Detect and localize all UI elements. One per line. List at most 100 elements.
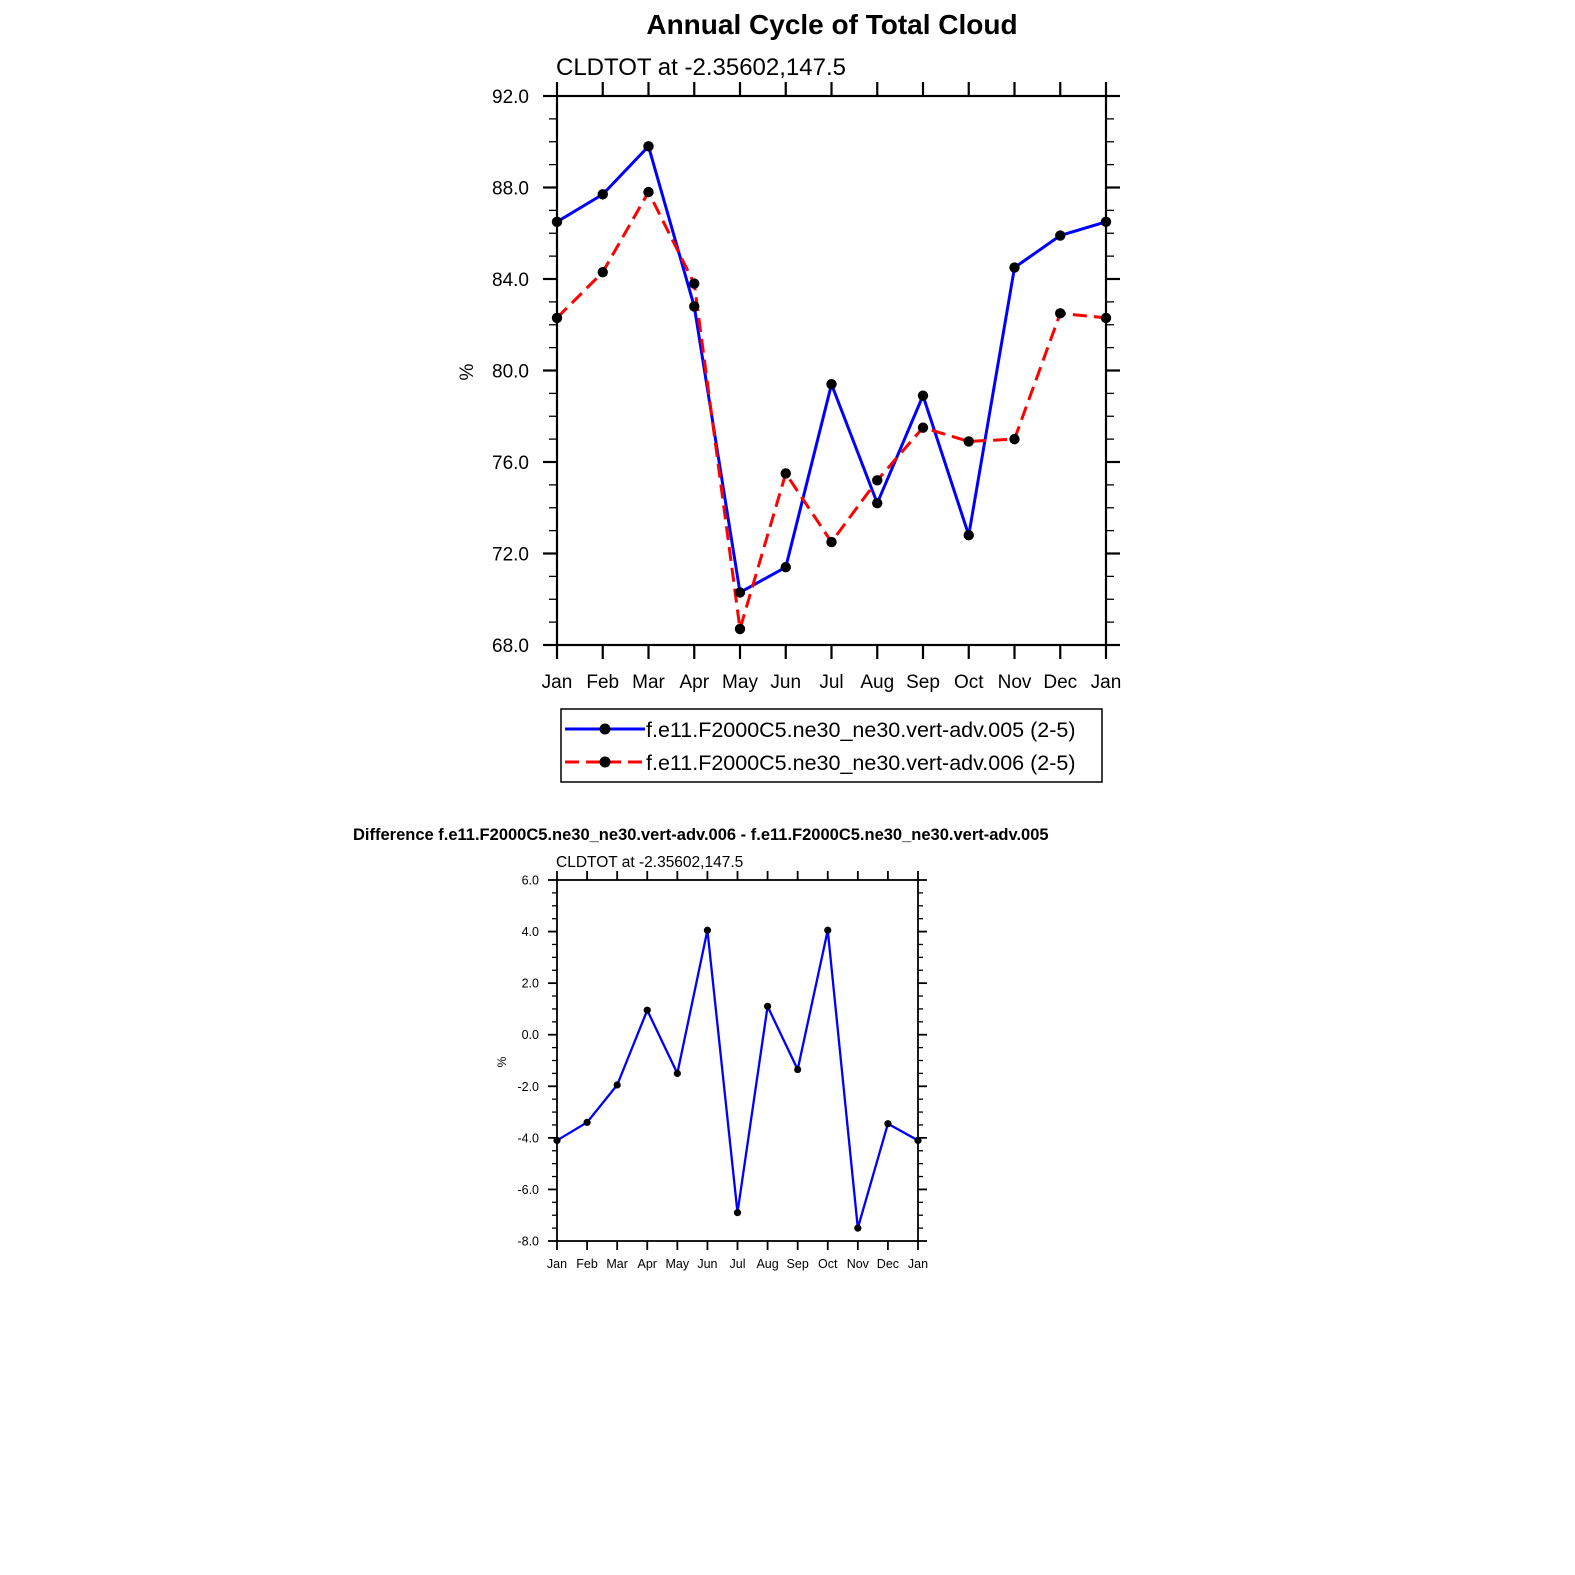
x-tick-label: Apr — [679, 672, 709, 693]
y-tick-label: 80.0 — [492, 362, 529, 383]
x-tick-label: Oct — [818, 1257, 838, 1271]
c2-plot-frame — [556, 879, 919, 1242]
y-tick-label: 92.0 — [492, 87, 529, 108]
series-1-point — [780, 468, 791, 479]
y-tick-label: 68.0 — [492, 636, 529, 657]
series-1-point — [597, 266, 608, 278]
legend-entry-005: f.e11.F2000C5.ne30_ne30.vert-adv.005 (2-… — [565, 718, 1076, 742]
y-tick-label: 84.0 — [492, 270, 529, 291]
series-0-point — [794, 1065, 802, 1074]
y-tick-label: -2.0 — [517, 1080, 539, 1094]
difference-chart-y-axis-label: % — [495, 1056, 509, 1067]
series-line-1 — [555, 188, 1107, 630]
main-chart-axes — [543, 82, 1120, 659]
series-1-point — [917, 422, 929, 433]
difference-chart: Difference f.e11.F2000C5.ne30_ne30.vert-… — [353, 826, 1049, 1271]
series-1-point — [1055, 308, 1066, 319]
x-tick-label: Dec — [1043, 672, 1077, 693]
series-1-point — [963, 436, 974, 447]
x-tick-label: Jun — [697, 1257, 717, 1271]
difference-chart-subtitle: CLDTOT at -2.35602,147.5 — [556, 854, 743, 871]
main-chart: Annual Cycle of Total Cloud CLDTOT at -2… — [457, 9, 1122, 783]
series-0-point — [583, 1118, 591, 1126]
series-0-point — [1055, 230, 1066, 241]
x-tick-label: Mar — [606, 1257, 628, 1271]
x-tick-label: Jul — [730, 1257, 746, 1271]
series-0-point — [689, 301, 700, 312]
series-0-point — [917, 390, 929, 401]
x-tick-label: Jul — [819, 672, 843, 693]
series-0-point — [763, 1002, 772, 1010]
series-0-point — [824, 926, 832, 934]
c1-plot-frame — [555, 94, 1108, 647]
series-1-point — [734, 623, 746, 635]
legend-box — [560, 708, 1103, 783]
series-1-point — [1009, 433, 1020, 445]
main-chart-subtitle: CLDTOT at -2.35602,147.5 — [556, 54, 846, 81]
x-tick-label: Jun — [770, 672, 801, 693]
x-tick-label: Jan — [908, 1257, 928, 1271]
main-chart-x-ticks: Jan Feb Mar Apr May Jun Jul Aug Sep Oct Nov Dec Jan — [542, 672, 1122, 693]
legend-marker-006 — [599, 756, 611, 768]
y-tick-label: 88.0 — [492, 179, 529, 200]
y-tick-label: 0.0 — [522, 1028, 539, 1042]
x-tick-label: May — [666, 1257, 690, 1271]
series-1-point — [643, 186, 654, 198]
series-0-point — [884, 1120, 892, 1128]
difference-chart-y-ticks: -8.0 -6.0 -4.0 -2.0 0.0 2.0 4.0 6.0 — [517, 874, 539, 1249]
y-tick-label: 76.0 — [492, 453, 529, 474]
series-0-point — [673, 1069, 681, 1077]
main-chart-y-axis-label: % — [457, 363, 478, 380]
x-tick-label: Dec — [877, 1257, 899, 1271]
series-0-point — [553, 1136, 561, 1145]
x-tick-label: Feb — [586, 672, 619, 693]
series-0-point — [826, 379, 837, 390]
x-tick-label: Aug — [860, 672, 894, 693]
series-1-point — [689, 278, 700, 289]
x-tick-label: May — [722, 672, 758, 693]
series-1-point — [1100, 312, 1112, 324]
y-tick-label: -6.0 — [517, 1183, 539, 1197]
difference-chart-series — [553, 926, 922, 1232]
series-0-point — [914, 1136, 922, 1145]
series-0-point — [1009, 262, 1020, 273]
series-1-point — [826, 536, 837, 548]
main-chart-y-ticks: 68.0 72.0 76.0 80.0 84.0 88.0 92.0 — [492, 87, 529, 657]
legend-label-005: f.e11.F2000C5.ne30_ne30.vert-adv.005 (2-… — [646, 718, 1076, 742]
series-0-point — [733, 1209, 742, 1217]
legend-marker-005 — [599, 723, 611, 735]
y-tick-label: 2.0 — [522, 977, 539, 991]
x-tick-label: Mar — [632, 672, 665, 693]
x-tick-label: Jan — [1091, 672, 1122, 693]
x-tick-label: Jan — [542, 672, 573, 693]
series-line-0 — [556, 143, 1107, 595]
series-line-0 — [556, 930, 919, 1229]
legend-entry-006: f.e11.F2000C5.ne30_ne30.vert-adv.006 (2-… — [565, 751, 1076, 775]
x-tick-label: Apr — [638, 1257, 657, 1271]
series-0-point — [703, 926, 712, 934]
difference-chart-title: Difference f.e11.F2000C5.ne30_ne30.vert-… — [353, 826, 1049, 844]
series-0-point — [854, 1224, 862, 1232]
series-0-point — [597, 189, 608, 200]
main-chart-series — [551, 141, 1112, 635]
difference-chart-axes — [548, 871, 927, 1250]
legend: f.e11.F2000C5.ne30_ne30.vert-adv.005 (2-… — [560, 708, 1103, 783]
series-0-point — [613, 1081, 621, 1089]
series-0-point — [643, 1006, 651, 1014]
series-0-point — [780, 562, 791, 573]
series-0-point — [963, 530, 974, 541]
series-1-point — [551, 312, 563, 324]
x-tick-label: Jan — [547, 1257, 567, 1271]
x-tick-label: Oct — [954, 672, 984, 693]
x-tick-label: Nov — [847, 1257, 870, 1271]
x-tick-label: Sep — [906, 672, 940, 693]
y-tick-label: -4.0 — [517, 1131, 539, 1145]
y-tick-label: 6.0 — [522, 874, 539, 888]
series-0-point — [551, 216, 563, 228]
series-0-point — [1100, 216, 1112, 228]
x-tick-label: Aug — [756, 1257, 778, 1271]
x-tick-label: Nov — [998, 672, 1032, 693]
y-tick-label: 4.0 — [522, 925, 539, 939]
y-tick-label: 72.0 — [492, 545, 529, 566]
